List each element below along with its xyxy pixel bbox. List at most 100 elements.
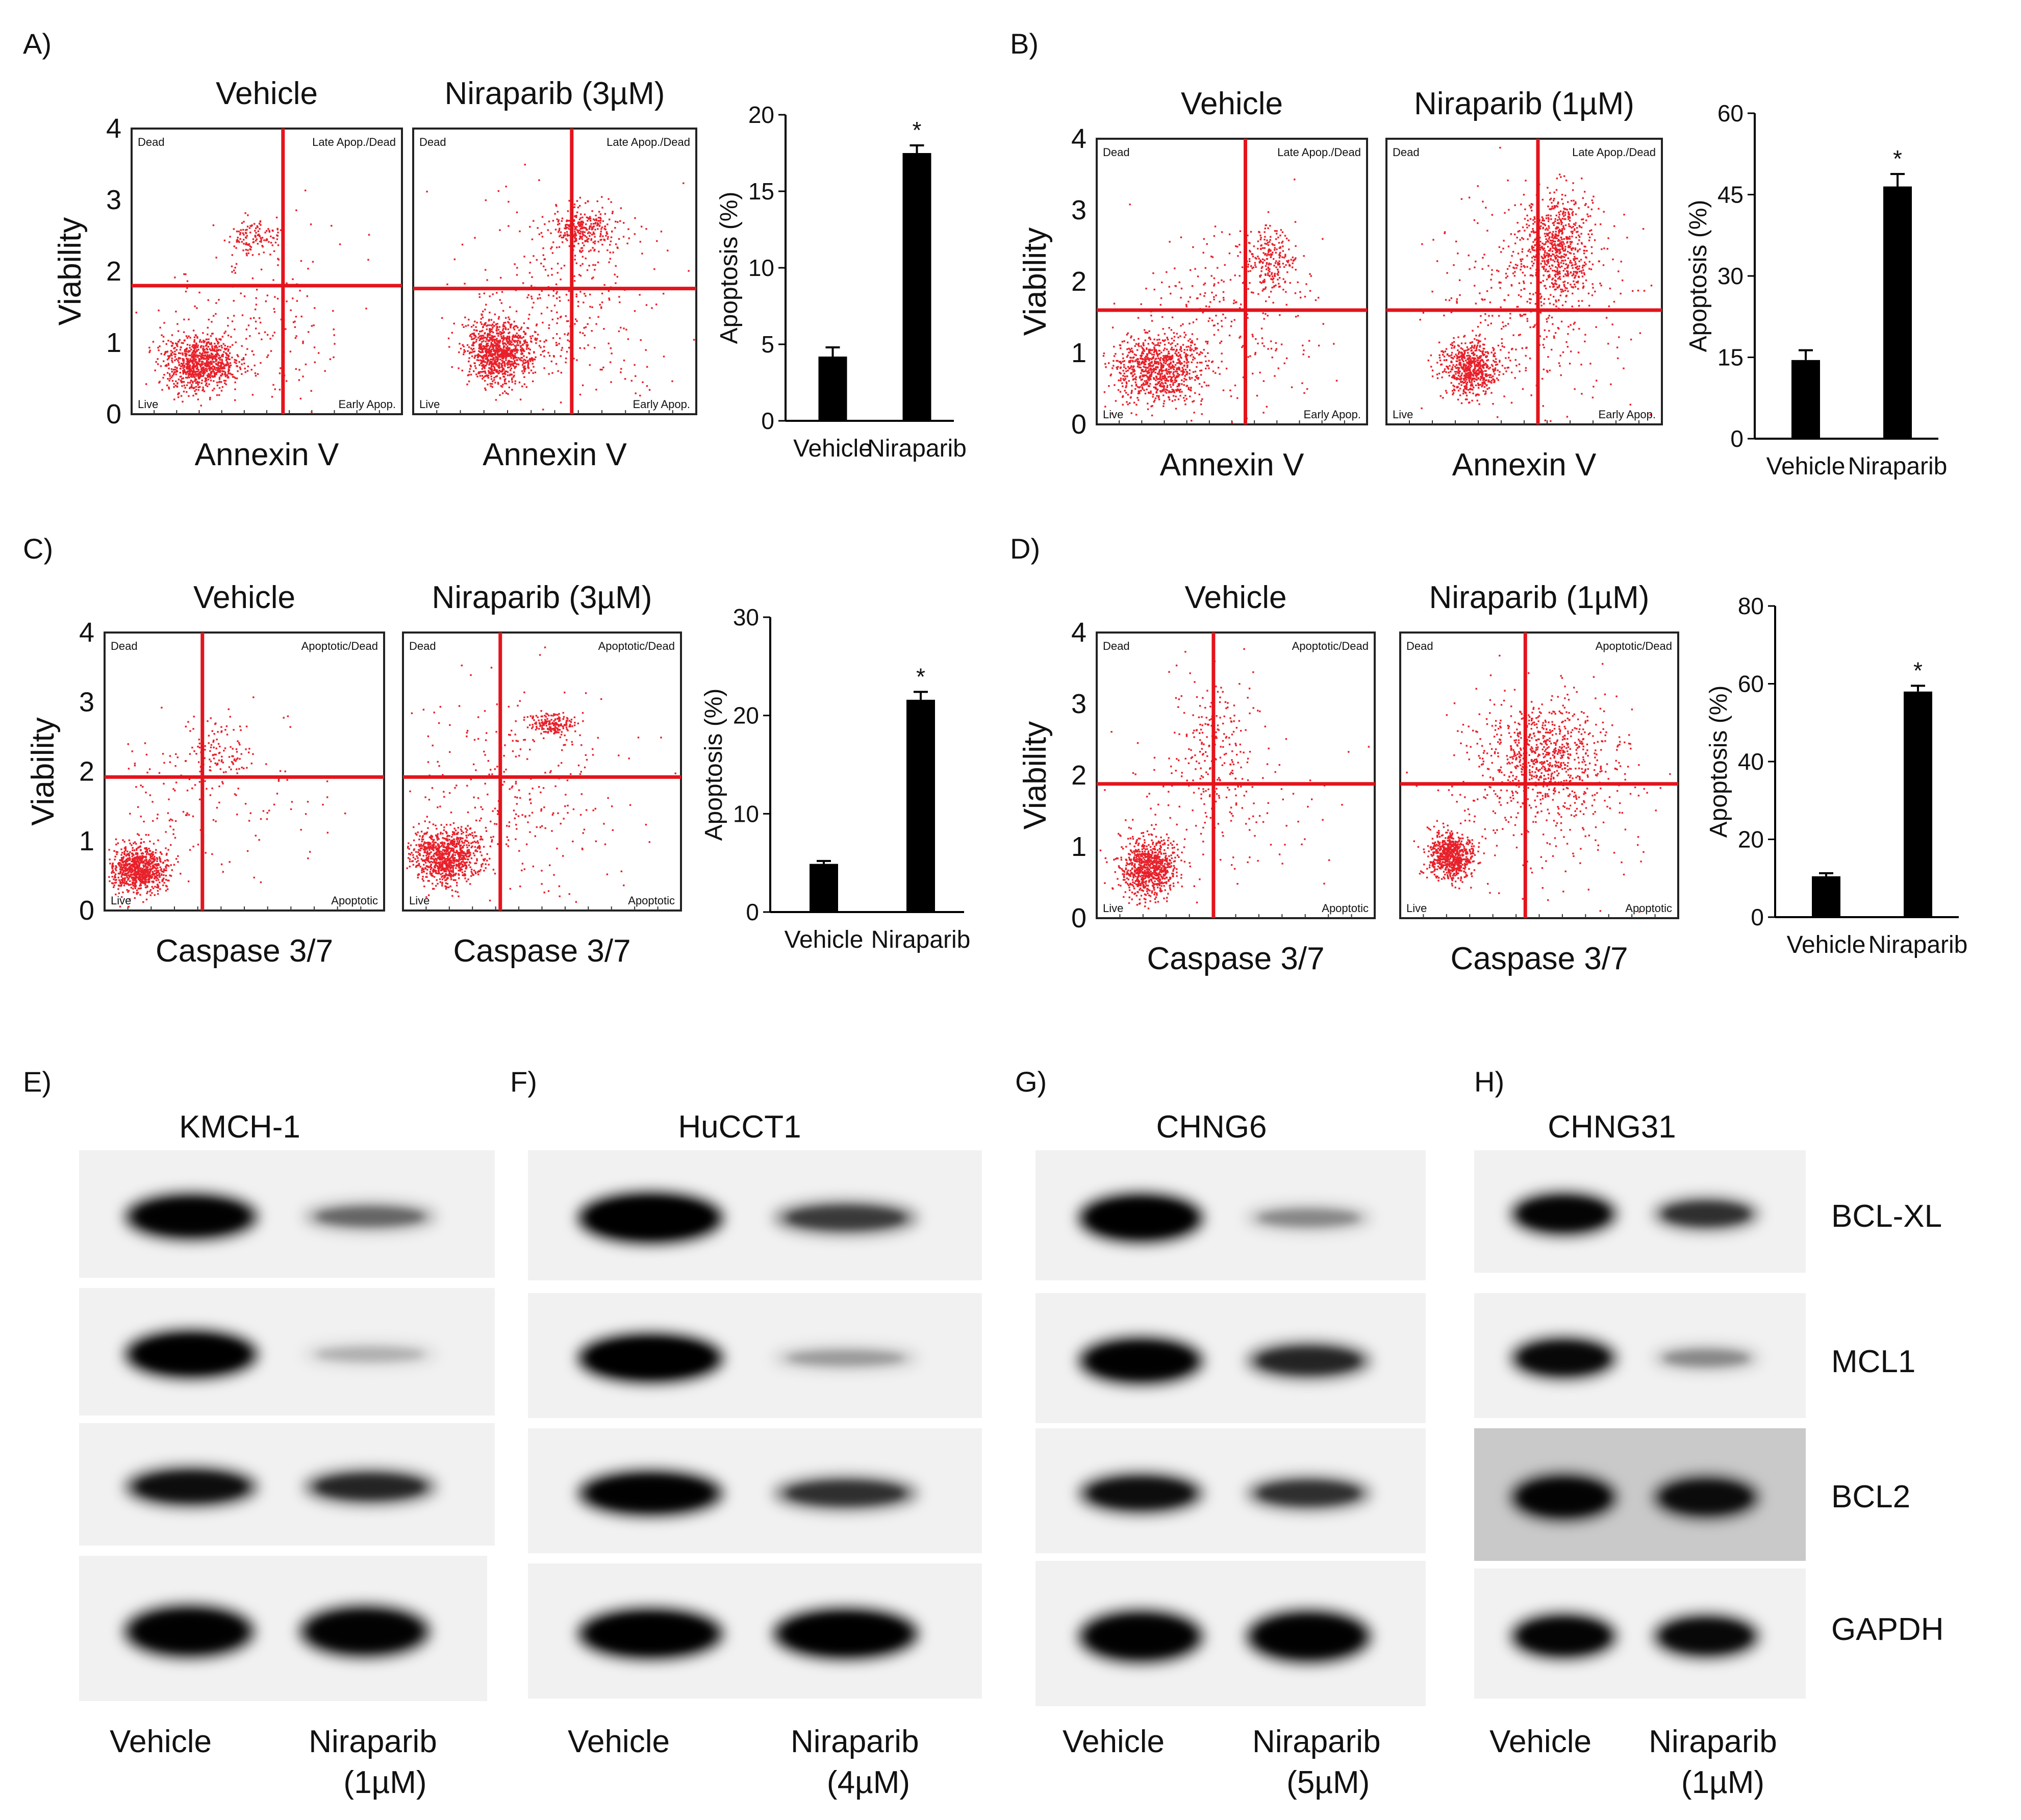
flow-event (1191, 420, 1193, 422)
flow-event (1140, 379, 1142, 381)
flow-event (554, 213, 556, 215)
flow-event (1151, 369, 1153, 371)
flow-event (1484, 383, 1486, 385)
flow-event (1259, 371, 1261, 374)
flow-event (1140, 358, 1142, 360)
flow-event (516, 336, 519, 338)
flow-event (200, 356, 203, 358)
flow-event (207, 362, 209, 364)
flow-event (496, 330, 498, 332)
flow-event (300, 260, 302, 262)
flow-event (1228, 233, 1231, 236)
flow-event (1461, 358, 1463, 360)
flow-event (1188, 388, 1190, 390)
flow-event (485, 348, 487, 350)
flow-event (1277, 268, 1279, 271)
flow-event (212, 357, 214, 359)
flow-event (1558, 256, 1560, 258)
flow-event (601, 207, 603, 209)
flow-event (610, 381, 612, 383)
flow-event (197, 375, 199, 378)
flow-event (1270, 236, 1272, 238)
flow-event (441, 317, 443, 319)
flow-event (1160, 385, 1163, 387)
flow-event (192, 347, 195, 349)
flow-event (568, 220, 570, 222)
flow-event (1264, 236, 1266, 238)
flow-event (188, 362, 190, 364)
flow-event (502, 384, 504, 386)
flow-event (1278, 283, 1280, 285)
flow-event (209, 369, 211, 371)
flow-event (212, 349, 215, 351)
flow-event (464, 283, 466, 285)
flow-event (565, 294, 568, 296)
flow-event (496, 359, 499, 362)
flow-event (608, 261, 610, 263)
flow-event (1172, 348, 1174, 351)
flow-event (488, 334, 490, 336)
flow-event (252, 353, 255, 356)
flow-event (1196, 347, 1198, 349)
flow-event (550, 232, 552, 234)
flow-event (1290, 259, 1292, 261)
flow-event (518, 344, 520, 346)
flow-event (573, 275, 575, 277)
flow-event (1211, 360, 1214, 363)
flow-event (1147, 385, 1150, 387)
flow-event (504, 380, 506, 383)
flow-event (1143, 382, 1145, 385)
flow-event (233, 300, 235, 302)
flow-event (207, 356, 209, 358)
flow-event (307, 268, 309, 270)
flow-event (1140, 372, 1142, 374)
flow-event (599, 222, 601, 224)
flow-event (517, 363, 520, 366)
flow-event (292, 321, 295, 323)
flow-event (1495, 358, 1497, 360)
flow-event (247, 365, 249, 367)
flow-event (1272, 301, 1274, 304)
flow-event (1189, 296, 1191, 298)
flow-event (533, 351, 535, 354)
flow-event (1147, 372, 1149, 374)
flow-event (1463, 355, 1465, 357)
flow-event (1113, 345, 1115, 348)
flow-event (1118, 380, 1120, 382)
flow-event (1170, 343, 1172, 345)
flow-event (195, 389, 197, 391)
flow-event (516, 357, 518, 359)
flow-event (1167, 339, 1169, 341)
flow-event (1176, 373, 1179, 375)
flow-event (1457, 344, 1459, 346)
flow-event (254, 223, 256, 225)
flow-event (195, 375, 197, 377)
flow-event (1276, 248, 1278, 250)
flow-event (1246, 313, 1248, 315)
flow-event (527, 347, 530, 349)
flow-event (523, 370, 526, 372)
flow-event (464, 316, 466, 318)
flow-event (579, 291, 582, 293)
flow-event (1278, 257, 1281, 259)
flow-event (1565, 236, 1568, 238)
flow-event (569, 224, 571, 226)
flow-event (510, 325, 512, 327)
flow-event (1145, 360, 1147, 363)
flow-event (486, 355, 488, 358)
flow-event (1480, 384, 1482, 386)
flow-event (216, 352, 218, 355)
flow-event (1183, 381, 1185, 383)
flow-event (1277, 274, 1279, 276)
flow-event (1270, 263, 1272, 265)
flow-event (1236, 245, 1239, 248)
flow-event (1162, 369, 1164, 372)
flow-event (224, 380, 227, 382)
flow-event (1166, 271, 1168, 273)
flow-event (166, 372, 169, 374)
flow-event (506, 353, 508, 356)
flow-event (232, 376, 234, 378)
flow-event (485, 304, 487, 306)
flow-event (1473, 361, 1476, 364)
